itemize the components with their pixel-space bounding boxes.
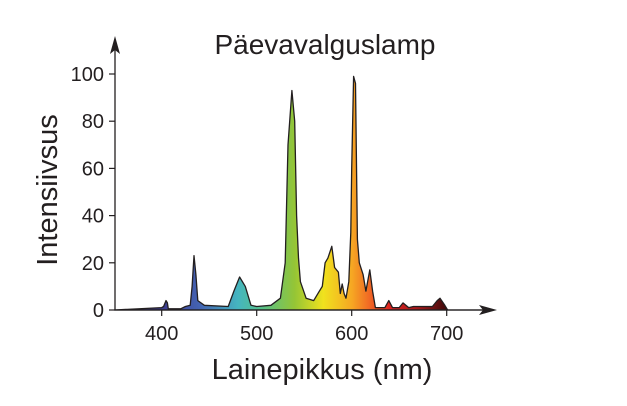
chart-title: Päevavalguslamp <box>214 29 435 60</box>
x-tick-label-400: 400 <box>145 323 178 345</box>
x-tick-label-600: 600 <box>335 323 368 345</box>
y-tick-label-60: 60 <box>82 158 104 180</box>
x-axis-arrow-icon <box>479 305 497 315</box>
y-axis-arrow-icon <box>110 36 120 54</box>
axes: 400 500 600 700 0 20 40 60 80 100 <box>71 36 497 345</box>
x-axis-label: Lainepikkus (nm) <box>212 354 433 386</box>
x-tick-label-500: 500 <box>240 323 273 345</box>
x-tick-label-700: 700 <box>430 323 463 345</box>
y-tick-label-0: 0 <box>93 300 104 322</box>
spectrum-area <box>113 75 486 311</box>
y-axis-label: Intensiivsus <box>32 114 64 266</box>
y-tick-label-40: 40 <box>82 206 104 228</box>
y-tick-label-20: 20 <box>82 253 104 275</box>
y-tick-label-100: 100 <box>71 64 104 86</box>
y-tick-label-80: 80 <box>82 111 104 133</box>
